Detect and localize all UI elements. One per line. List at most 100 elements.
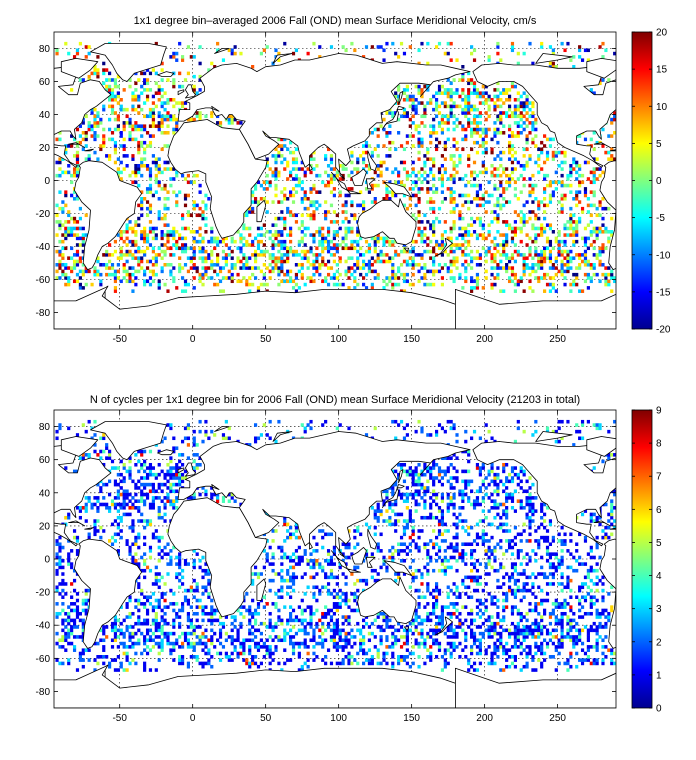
landmass (403, 247, 410, 252)
data-cell (116, 101, 120, 105)
data-cell (414, 84, 418, 89)
data-cell (119, 107, 123, 112)
data-cell (160, 236, 164, 241)
data-cell (312, 628, 316, 633)
data-cell (67, 144, 71, 148)
data-cell (175, 203, 179, 208)
data-cell (347, 220, 351, 224)
data-cell (522, 664, 526, 669)
data-cell (230, 48, 234, 53)
data-cell (461, 263, 465, 267)
data-cell (210, 61, 214, 66)
data-cell (128, 134, 132, 138)
data-cell (534, 641, 538, 646)
data-cell (140, 213, 144, 218)
data-cell (189, 213, 193, 218)
data-cell (449, 107, 453, 112)
data-cell (329, 160, 334, 165)
data-cell (385, 618, 389, 623)
data-cell (487, 107, 491, 112)
data-cell (516, 197, 520, 201)
data-cell (382, 239, 386, 244)
data-cell (502, 111, 506, 115)
data-cell (449, 104, 453, 109)
data-cell (248, 648, 252, 652)
data-cell (391, 140, 395, 145)
data-cell (408, 124, 412, 128)
data-cell (382, 628, 386, 633)
data-cell (394, 51, 398, 56)
data-cell (75, 157, 80, 161)
data-cell (122, 88, 126, 92)
data-cell (151, 631, 155, 636)
data-cell (505, 173, 509, 178)
data-cell (496, 615, 500, 619)
data-cell (385, 651, 389, 656)
data-cell (537, 216, 541, 221)
data-cell (496, 45, 500, 49)
data-cell (303, 253, 307, 257)
data-cell (169, 272, 173, 277)
data-cell (277, 58, 281, 62)
data-cell (347, 641, 351, 646)
data-cell (201, 213, 205, 218)
data-cell (470, 266, 474, 270)
data-cell (572, 160, 576, 165)
data-cell (274, 160, 278, 165)
data-cell (493, 104, 497, 109)
data-cell (122, 645, 126, 649)
data-cell (531, 668, 535, 672)
data-cell (227, 48, 231, 53)
data-cell (405, 648, 409, 652)
data-cell (382, 286, 386, 290)
data-cell (186, 615, 191, 619)
data-cell (493, 243, 497, 247)
data-cell (528, 246, 532, 251)
data-cell (233, 625, 237, 629)
data-cell (420, 144, 424, 148)
data-cell (96, 114, 100, 119)
data-cell (96, 124, 100, 128)
data-cell (58, 239, 62, 244)
data-cell (326, 272, 331, 277)
data-cell (113, 84, 118, 89)
data-cell (201, 266, 205, 270)
data-cell (113, 147, 118, 152)
data-cell (93, 114, 97, 119)
data-cell (140, 206, 144, 211)
data-cell (72, 197, 77, 201)
data-cell (490, 239, 494, 244)
data-cell (154, 71, 158, 76)
data-cell (385, 190, 389, 194)
data-cell (286, 233, 290, 237)
data-cell (256, 628, 261, 633)
data-cell (84, 213, 88, 218)
data-cell (148, 220, 153, 224)
data-cell (58, 266, 62, 270)
data-cell (528, 210, 532, 214)
data-cell (67, 658, 71, 662)
data-cell (154, 233, 158, 237)
data-cell (347, 605, 351, 609)
data-cell (84, 45, 88, 49)
data-cell (169, 177, 173, 181)
data-cell (315, 230, 319, 234)
data-cell (478, 625, 482, 629)
data-cell (61, 200, 65, 204)
data-cell (160, 249, 164, 254)
data-cell (417, 233, 421, 237)
data-cell (61, 170, 65, 175)
data-cell (262, 655, 266, 659)
data-cell (183, 638, 188, 643)
data-cell (105, 249, 109, 254)
data-cell (572, 272, 576, 277)
data-cell (388, 276, 392, 280)
data-cell (335, 628, 339, 633)
data-cell (516, 134, 520, 138)
data-cell (198, 246, 202, 251)
data-cell (291, 645, 296, 649)
data-cell (569, 664, 573, 669)
data-cell (507, 98, 512, 102)
data-cell (362, 625, 366, 629)
data-cell (110, 88, 115, 92)
